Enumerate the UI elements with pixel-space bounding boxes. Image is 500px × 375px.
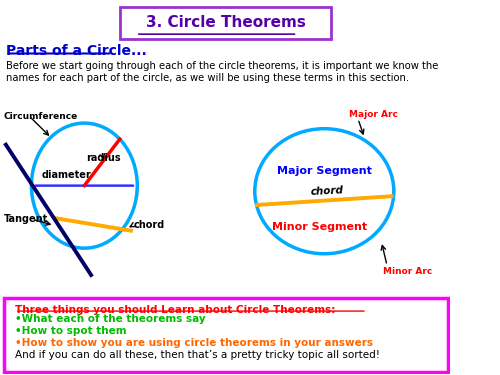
Text: •How to spot them: •How to spot them: [15, 326, 126, 336]
Text: diameter: diameter: [42, 170, 92, 180]
Text: Major Segment: Major Segment: [277, 166, 372, 176]
Text: Minor Segment: Minor Segment: [272, 222, 368, 232]
Text: Three things you should Learn about Circle Theorems:: Three things you should Learn about Circ…: [15, 305, 335, 315]
Text: Major Arc: Major Arc: [349, 110, 398, 119]
Text: names for each part of the circle, as we will be using these terms in this secti: names for each part of the circle, as we…: [6, 73, 409, 83]
Text: •How to show you are using circle theorems in your answers: •How to show you are using circle theore…: [15, 338, 373, 348]
Text: 3. Circle Theorems: 3. Circle Theorems: [146, 15, 306, 30]
Text: Tangent: Tangent: [4, 214, 48, 224]
FancyBboxPatch shape: [120, 7, 331, 39]
Text: radius: radius: [86, 153, 121, 163]
FancyBboxPatch shape: [4, 298, 448, 372]
Text: Before we start going through each of the circle theorems, it is important we kn: Before we start going through each of th…: [6, 61, 438, 71]
Text: And if you can do all these, then that’s a pretty tricky topic all sorted!: And if you can do all these, then that’s…: [15, 350, 380, 360]
Text: Circumference: Circumference: [4, 111, 78, 120]
Text: chord: chord: [133, 220, 164, 230]
Text: Parts of a Circle...: Parts of a Circle...: [6, 44, 146, 57]
Text: chord: chord: [310, 185, 344, 197]
Text: •What each of the theorems say: •What each of the theorems say: [15, 314, 206, 324]
Text: Minor Arc: Minor Arc: [382, 267, 432, 276]
